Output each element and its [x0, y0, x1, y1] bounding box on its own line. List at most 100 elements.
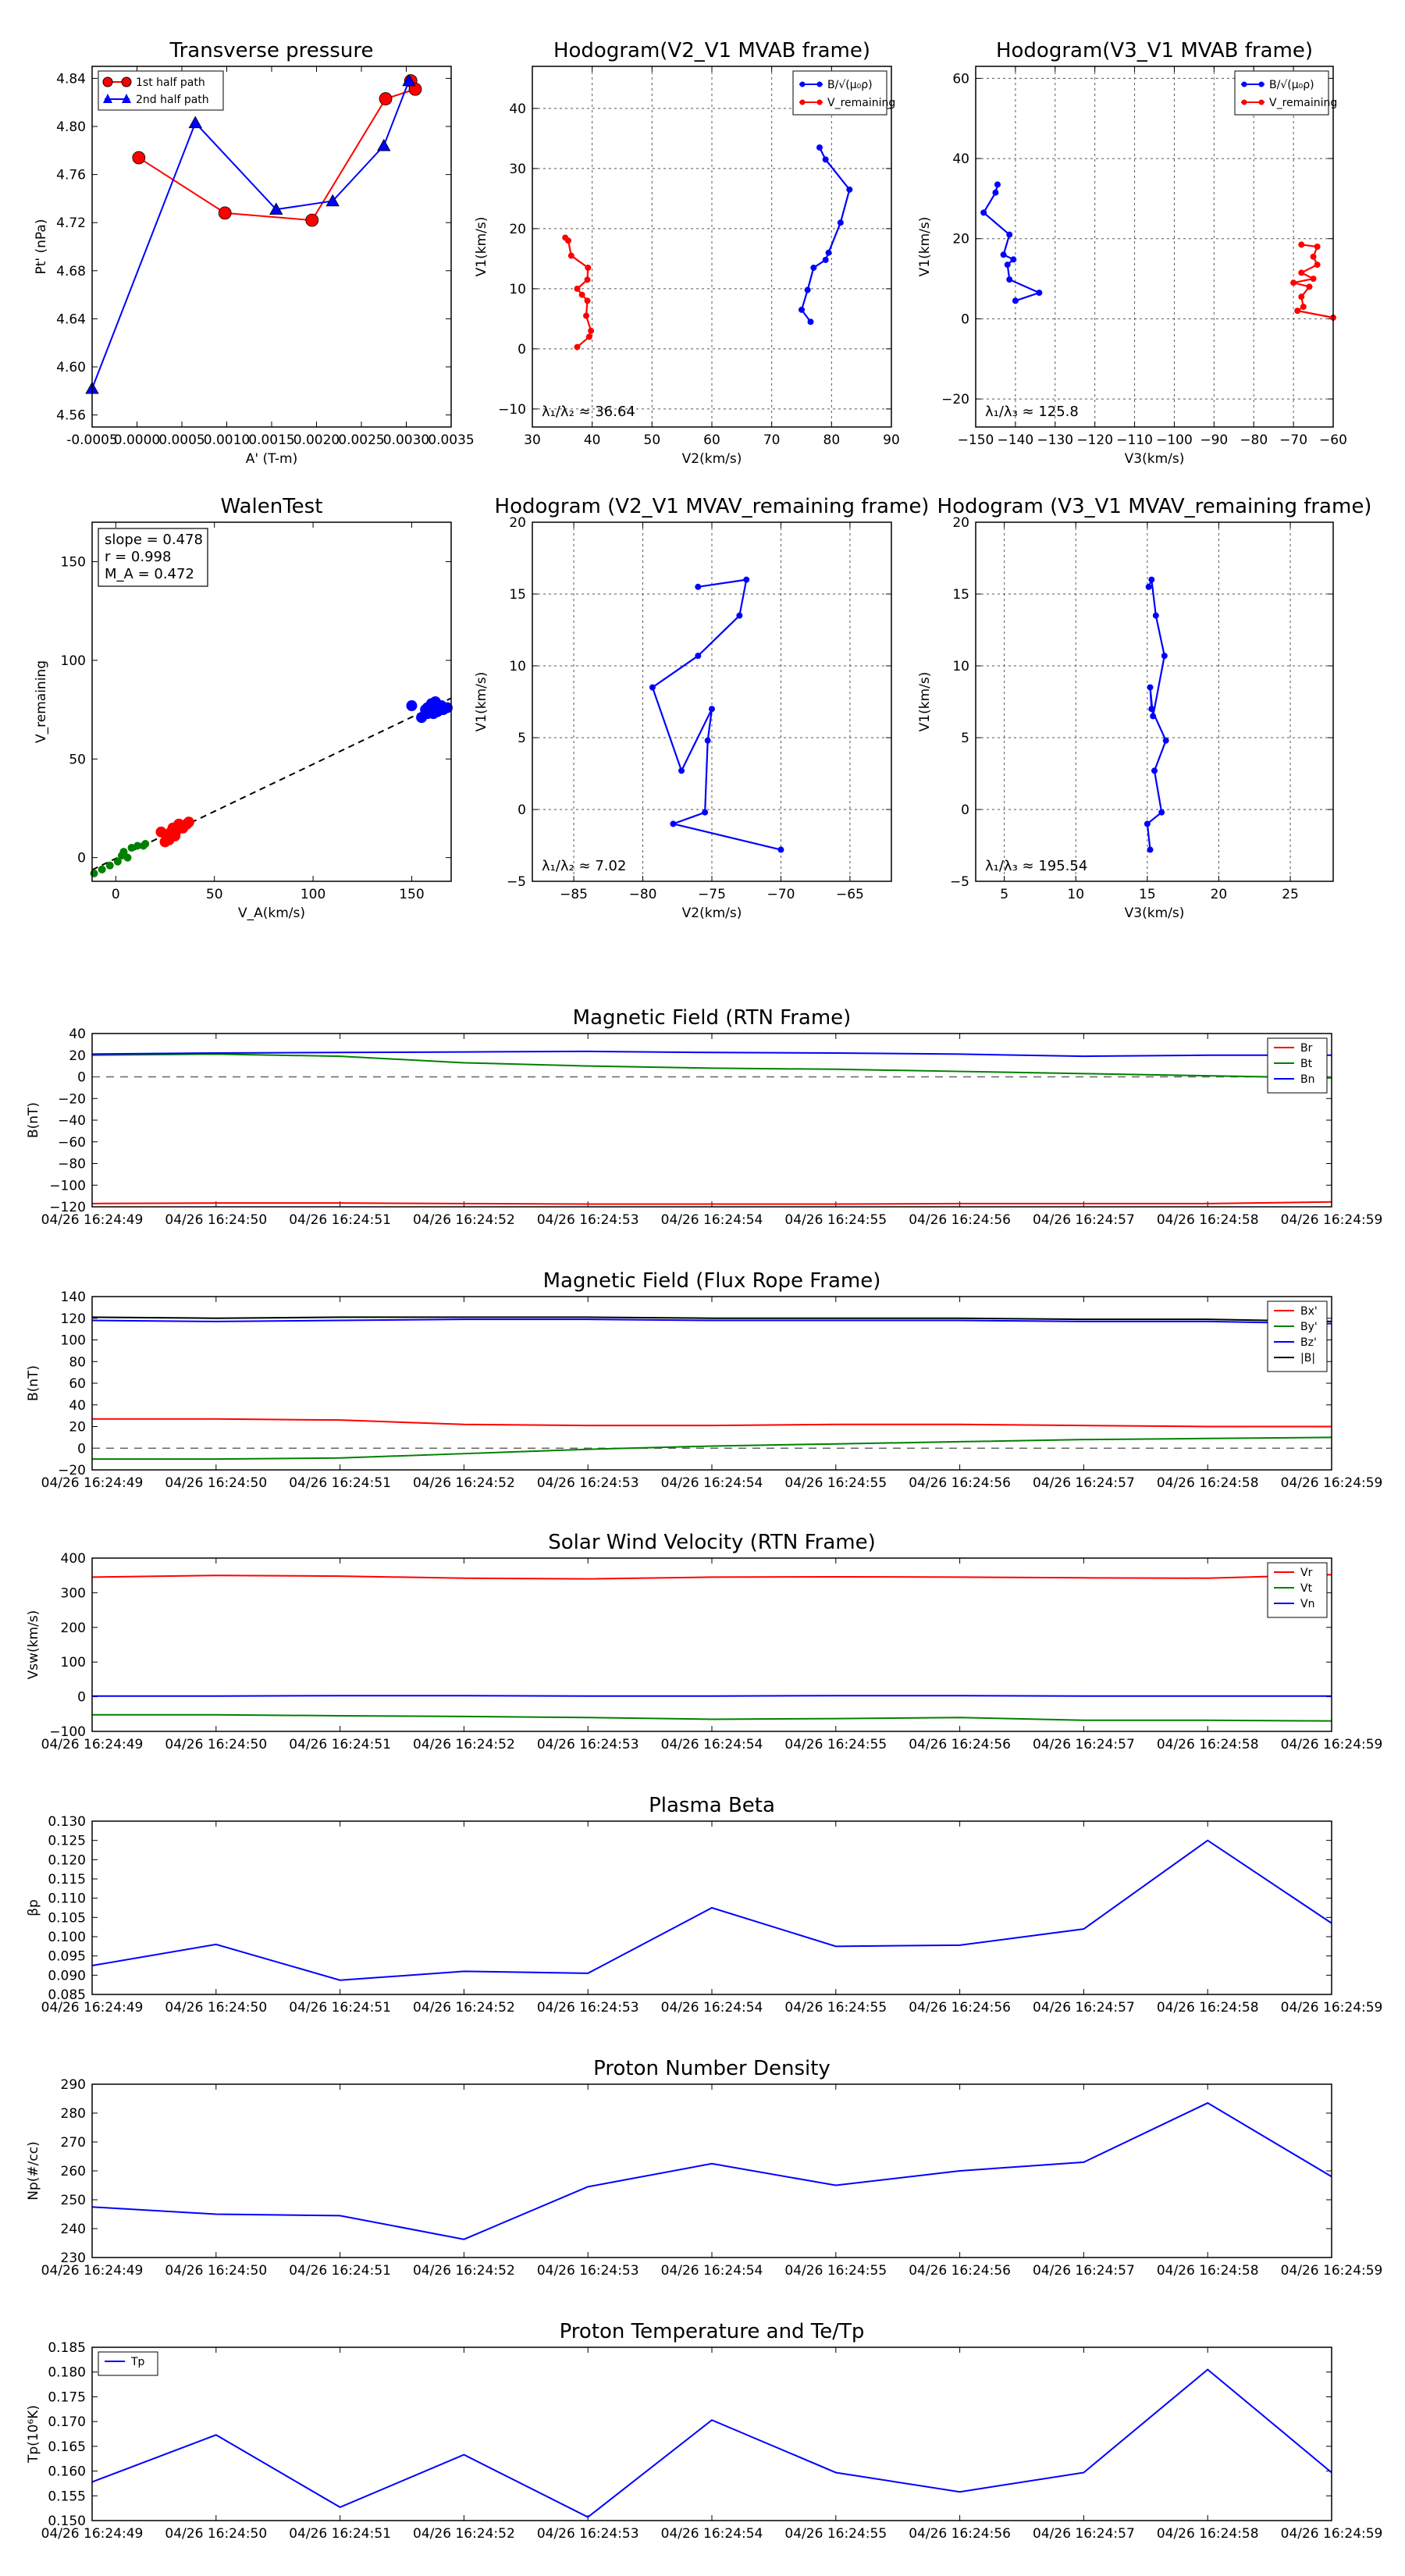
y-tick-label: 0 [961, 802, 969, 818]
y-tick-label: −40 [58, 1113, 86, 1129]
data-point [377, 138, 391, 151]
legend: B/√(μ₀ρ) V_remaining [792, 70, 895, 116]
legend-label: Vr [1300, 1567, 1313, 1579]
time-tick-label: 04/26 16:24:56 [909, 1212, 1011, 1228]
data-point [992, 189, 999, 196]
y-tick-label: 0.110 [48, 1891, 86, 1907]
y-axis-label: Tp(10⁶K) [26, 2405, 41, 2464]
x-tick-label: 0.0020 [293, 432, 340, 448]
data-point [379, 92, 393, 105]
x-tick-label: 0 [112, 887, 120, 902]
chart-title: Hodogram (V2_V1 MVAV_remaining frame) [495, 495, 930, 518]
time-tick-label: 04/26 16:24:53 [537, 1212, 639, 1228]
legend-marker [799, 81, 806, 87]
y-tick-label: −5 [507, 874, 526, 890]
y-tick-label: 40 [69, 1026, 86, 1042]
y-tick-label: −5 [950, 874, 969, 890]
data-point [1006, 276, 1013, 283]
y-tick-label: 40 [509, 101, 526, 117]
time-tick-label: 04/26 16:24:52 [413, 2526, 515, 2542]
time-tick-label: 04/26 16:24:58 [1157, 1475, 1259, 1491]
eigenvalue-ratio: λ₁/λ₃ ≈ 195.54 [985, 858, 1087, 874]
data-point [1298, 294, 1305, 301]
data-point [702, 809, 709, 816]
y-tick-label: 120 [61, 1311, 86, 1327]
y-tick-label: −100 [49, 1178, 86, 1194]
data-point [649, 684, 656, 691]
y-tick-label: 0 [518, 802, 526, 818]
legend-marker [102, 76, 113, 87]
data-point [1147, 846, 1154, 853]
eigenvalue-ratio: λ₁/λ₃ ≈ 125.8 [985, 404, 1079, 420]
y-tick-label: 0.130 [48, 1814, 86, 1830]
y-axis-label: Vsw(km/s) [26, 1610, 41, 1680]
y-tick-label: 15 [952, 587, 969, 603]
data-point [1006, 231, 1013, 238]
legend: Bx' By' Bz' |B| [1267, 1300, 1328, 1372]
transverse-pressure-chart: Transverse pressure-0.00050.00000.00050.… [34, 39, 475, 467]
plot-background [976, 66, 1333, 427]
time-tick-label: 04/26 16:24:51 [289, 2000, 391, 2016]
y-tick-label: 230 [61, 2250, 86, 2266]
chart-title: Proton Number Density [593, 2057, 831, 2080]
data-point [799, 306, 805, 313]
y-tick-label: 400 [61, 1551, 86, 1567]
data-point [1145, 583, 1152, 590]
data-point [574, 343, 581, 350]
legend-label: Bn [1300, 1073, 1314, 1086]
y-tick-label: 20 [509, 222, 526, 237]
series-line-2ndhalfpath [91, 80, 410, 390]
time-tick-label: 04/26 16:24:53 [537, 1475, 639, 1491]
legend-box [792, 70, 887, 116]
y-tick-label: 10 [509, 282, 526, 297]
data-point [816, 144, 823, 151]
time-tick-label: 04/26 16:24:59 [1281, 1212, 1383, 1228]
y-tick-label: 20 [952, 232, 969, 247]
data-point [822, 256, 829, 263]
y-tick-label: 250 [61, 2193, 86, 2208]
data-point [804, 286, 811, 294]
data-point [585, 264, 592, 271]
time-tick-label: 04/26 16:24:55 [784, 2526, 887, 2542]
x-axis-label: A' (T-m) [246, 451, 298, 467]
y-tick-label: 300 [61, 1585, 86, 1601]
data-point [994, 181, 1001, 188]
chart-title: Plasma Beta [649, 1794, 775, 1817]
time-tick-label: 04/26 16:24:53 [537, 1737, 639, 1752]
series-line-by [92, 1436, 1332, 1461]
data-point [837, 219, 844, 226]
y-tick-label: −80 [58, 1157, 86, 1172]
series-line-b [91, 1316, 1332, 1322]
time-series-chart-bfield: Magnetic Field (RTN Frame) 04/26 16:24:49… [26, 1006, 1382, 1228]
y-axis-label: Np(#/cc) [26, 2141, 41, 2200]
series-line-bt [91, 1053, 1332, 1079]
x-tick-label: -0.0005 [66, 432, 118, 448]
y-tick-label: 20 [509, 515, 526, 531]
data-point [1310, 253, 1317, 260]
series-line-bn [91, 1050, 1332, 1058]
time-series-chart-tpp: Proton Temperature and Te/Tp 04/26 16:24:… [26, 2320, 1382, 2542]
legend-marker [103, 94, 112, 103]
time-tick-label: 04/26 16:24:49 [41, 2526, 144, 2542]
time-tick-label: 04/26 16:24:55 [784, 1737, 887, 1752]
x-tick-label: 100 [301, 887, 325, 902]
legend-box [1234, 70, 1329, 116]
time-series-chart-np: Proton Number Density 04/26 16:24:49 04/26… [26, 2057, 1382, 2279]
chart-title: Transverse pressure [169, 39, 374, 62]
y-tick-label: 100 [61, 1655, 86, 1670]
x-tick-label: 20 [1211, 887, 1228, 902]
y-tick-label: 20 [69, 1048, 86, 1064]
x-tick-label: 0.0025 [338, 432, 384, 448]
axes-frame [91, 1033, 1332, 1208]
time-tick-label: 04/26 16:24:54 [661, 2263, 763, 2279]
time-tick-label: 04/26 16:24:54 [661, 1212, 763, 1228]
time-tick-label: 04/26 16:24:58 [1157, 2526, 1259, 2542]
data-point [1162, 737, 1169, 744]
x-tick-label: 0.0000 [114, 432, 160, 448]
series-line-bz [91, 1318, 1332, 1325]
plot-background [976, 522, 1333, 881]
time-tick-label: 04/26 16:24:55 [784, 2263, 887, 2279]
y-tick-label: 200 [61, 1621, 86, 1636]
x-tick-label: 80 [823, 432, 841, 448]
